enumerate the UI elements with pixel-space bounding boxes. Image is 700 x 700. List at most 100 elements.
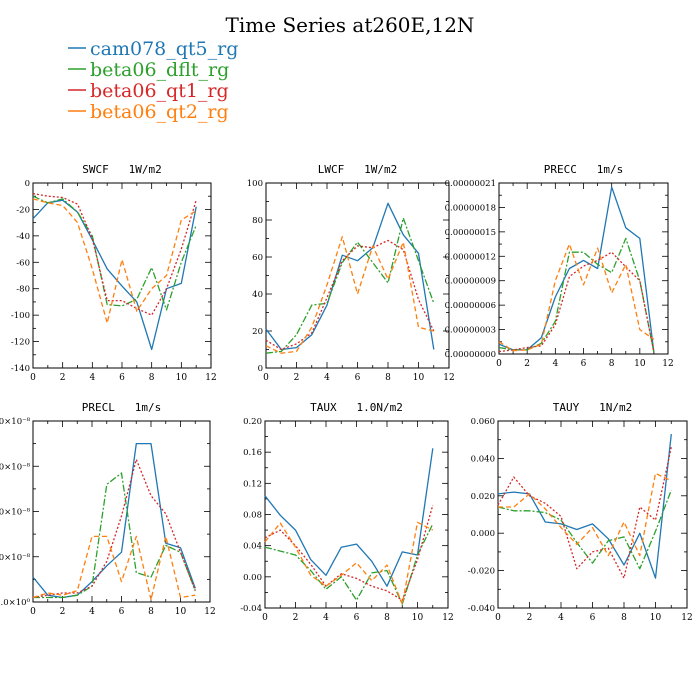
figure-title: Time Series at260E,12N bbox=[226, 13, 475, 37]
panel-3-series-2 bbox=[32, 458, 196, 599]
panel-2-series-0 bbox=[498, 186, 655, 353]
panel-3-xtick-label: 0 bbox=[30, 607, 36, 617]
panel-4-ytick-label: 0.16 bbox=[243, 448, 262, 458]
panel-3-ytick-label: 8.0×10⁻⁸ bbox=[0, 417, 31, 427]
panel-2-ytick-label: 0.00000009 bbox=[445, 277, 496, 287]
panel-2-ytick-label: 0.00000000 bbox=[445, 350, 496, 360]
panel-5-xtick-label: 0 bbox=[495, 613, 501, 623]
panel-3-series-3 bbox=[32, 535, 196, 601]
panel-4-xtick-label: 12 bbox=[442, 613, 453, 623]
panel-4-ytick-label: 0.08 bbox=[243, 511, 262, 521]
panel-3-ytick-label: 2.0×10⁻⁸ bbox=[0, 553, 31, 563]
panel-1-xtick-label: 10 bbox=[413, 373, 425, 383]
panel-0-xtick-label: 2 bbox=[60, 373, 66, 383]
panel-5-ytick-label: 0.000 bbox=[471, 529, 495, 539]
panel-4-xtick-label: 2 bbox=[293, 613, 299, 623]
panel-0-series-0 bbox=[32, 199, 197, 351]
panel-0-series-1 bbox=[32, 195, 197, 311]
panel-4-ytick-label: 0.12 bbox=[243, 479, 262, 489]
panel-0-ytick-label: -120 bbox=[11, 338, 30, 348]
panel-4: TAUX 1.0N/m2 0 2 4 6 8 10 12 -0.04 0.00 0.04 0.08 0.… bbox=[240, 401, 454, 623]
panel-5-ytick-label: 0.040 bbox=[471, 454, 495, 464]
panel-0-ytick-label: -80 bbox=[16, 285, 30, 295]
legend-label-0: cam078_qt5_rg bbox=[90, 38, 238, 60]
panel-5-series-1 bbox=[497, 489, 672, 570]
panel-2-series-2 bbox=[498, 251, 655, 353]
panel-2-xtick-label: 12 bbox=[662, 359, 673, 369]
legend-label-2: beta06_qt1_rg bbox=[90, 80, 229, 102]
panel-0-ytick-label: -100 bbox=[11, 311, 30, 321]
panel-2-ytick-label: 0.00000003 bbox=[445, 326, 496, 336]
panel-1-xtick-label: 0 bbox=[263, 373, 269, 383]
panel-2-xtick-label: 0 bbox=[496, 359, 502, 369]
panel-2-ytick-label: 0.00000015 bbox=[445, 228, 496, 238]
panel-4-xtick-label: 6 bbox=[354, 613, 360, 623]
panel-5: TAUY 1N/m2 0 2 4 6 8 10 12 -0.040 -0.020 0.000 0.02… bbox=[468, 401, 693, 623]
panel-2-ytick-label: 0.00000021 bbox=[445, 179, 496, 189]
panel-4-ytick-label: -0.04 bbox=[240, 604, 262, 614]
legend-label-3: beta06_qt2_rg bbox=[90, 101, 229, 123]
panel-4-ytick-label: 0.20 bbox=[243, 417, 262, 427]
panel-5-xtick-label: 6 bbox=[590, 613, 596, 623]
panel-1-ytick-label: 20 bbox=[252, 327, 263, 337]
panel-5-title: TAUY 1N/m2 bbox=[553, 401, 632, 414]
panel-5-xtick-label: 12 bbox=[681, 613, 692, 623]
panel-0-xtick-label: 6 bbox=[119, 373, 125, 383]
panel-5-xtick-label: 10 bbox=[650, 613, 662, 623]
panel-3-xtick-label: 8 bbox=[148, 607, 154, 617]
panel-3-xtick-label: 4 bbox=[89, 607, 95, 617]
panel-2-series-1 bbox=[498, 237, 655, 353]
panel-5-series-2 bbox=[497, 447, 672, 579]
panel-3-frame bbox=[32, 420, 211, 603]
panel-1-ytick-label: 40 bbox=[252, 290, 263, 300]
panel-2-xtick-label: 2 bbox=[524, 359, 530, 369]
panel-0-ytick-label: 0 bbox=[25, 179, 30, 189]
panel-3-ytick-label: 6.0×10⁻⁸ bbox=[0, 462, 31, 472]
panel-4-ytick-label: 0.04 bbox=[243, 542, 262, 552]
panel-4-xtick-label: 10 bbox=[412, 613, 424, 623]
panel-4-series-2 bbox=[264, 504, 434, 601]
panel-0-ytick-label: -140 bbox=[11, 364, 30, 374]
panel-0-xtick-label: 10 bbox=[176, 373, 188, 383]
legend-item-1: beta06_dflt_rg bbox=[68, 59, 229, 81]
panel-2-series-3 bbox=[498, 243, 655, 352]
panel-2-frame bbox=[498, 182, 669, 355]
panel-2-xtick-label: 8 bbox=[609, 359, 615, 369]
panel-0-xtick-label: 8 bbox=[149, 373, 155, 383]
panel-0-ytick-label: -60 bbox=[16, 258, 30, 268]
panel-0-xtick-label: 4 bbox=[89, 373, 95, 383]
panel-1-title: LWCF 1W/m2 bbox=[318, 163, 397, 176]
panel-2-xtick-label: 6 bbox=[581, 359, 587, 369]
legend-item-3: beta06_qt2_rg bbox=[68, 101, 229, 123]
legend-item-2: beta06_qt1_rg bbox=[68, 80, 229, 102]
panel-1-ytick-label: 80 bbox=[252, 216, 263, 226]
panel-5-ytick-label: 0.060 bbox=[471, 417, 495, 427]
panel-0: SWCF 1W/m2 0 2 4 6 8 10 12 -140 -120 -100 -80 -60 -40… bbox=[11, 163, 217, 383]
panel-0-frame bbox=[32, 182, 212, 369]
panel-4-series-3 bbox=[264, 521, 434, 605]
panel-5-xtick-label: 8 bbox=[621, 613, 627, 623]
panel-3-ytick-label: 4.0×10⁻⁸ bbox=[0, 508, 31, 518]
panel-3-xtick-label: 2 bbox=[60, 607, 66, 617]
panel-4-xtick-label: 4 bbox=[323, 613, 329, 623]
panel-5-ytick-label: -0.020 bbox=[468, 567, 495, 577]
legend-label-1: beta06_dflt_rg bbox=[90, 59, 229, 81]
panel-2-title: PRECC 1m/s bbox=[544, 163, 623, 176]
panel-2-ytick-label: 0.00000018 bbox=[445, 203, 496, 213]
panel-1-series-0 bbox=[265, 202, 435, 351]
panel-4-frame bbox=[264, 420, 449, 609]
panel-2-ytick-label: 0.00000012 bbox=[445, 252, 496, 262]
panel-5-ytick-label: -0.040 bbox=[468, 604, 495, 614]
panel-4-series-0 bbox=[264, 448, 434, 587]
panel-0-series-3 bbox=[32, 198, 197, 324]
panel-1-series-3 bbox=[265, 236, 434, 354]
panel-3-ytick-label: 0.0×10⁰ bbox=[0, 598, 31, 608]
panel-5-xtick-label: 4 bbox=[558, 613, 564, 623]
panel-2: PRECC 1m/s 0 2 4 6 8 10 12 0.00000000 0.00000003 0… bbox=[445, 163, 674, 369]
panels: SWCF 1W/m2 0 2 4 6 8 10 12 -140 -120 -100 -80 -60 -40… bbox=[0, 163, 693, 623]
panel-1-xtick-label: 4 bbox=[324, 373, 330, 383]
panel-4-series-1 bbox=[264, 523, 434, 605]
panel-2-xtick-label: 4 bbox=[552, 359, 558, 369]
panel-1: LWCF 1W/m2 0 2 4 6 8 10 12 0 20 40 60 80 100 bbox=[247, 163, 455, 383]
